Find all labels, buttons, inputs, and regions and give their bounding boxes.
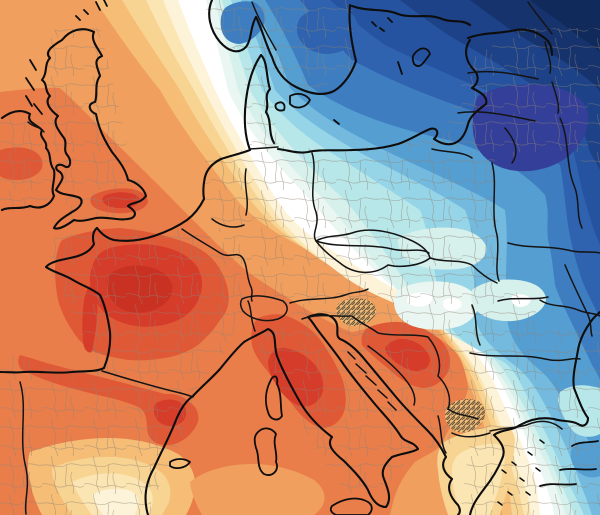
ireland-coast (0, 109, 56, 212)
aegean-islands (497, 439, 545, 506)
finland-coast (350, 4, 472, 27)
country-borders (19, 1, 600, 515)
hebrides-islands (25, 59, 43, 115)
oland-island (397, 61, 403, 75)
south-sea-lighter-w5 (190, 464, 325, 515)
zealand-island (289, 93, 311, 109)
funen-island (274, 101, 286, 112)
norway-sweden-border (251, 1, 277, 51)
gotland-island (411, 47, 431, 67)
poland-borders (311, 152, 500, 282)
mediterranean-coast (144, 313, 461, 515)
finland-russia-border (527, 1, 553, 35)
ukraine-belarus-border (507, 242, 600, 254)
scandinavia-coast (208, 0, 358, 96)
baltic-states-borders (431, 41, 583, 229)
band-c12 (530, 0, 600, 52)
corsica-island (265, 375, 283, 421)
estonia-coast (466, 28, 554, 57)
adriatic-islands (347, 351, 397, 411)
sardinia-island (253, 427, 278, 476)
iberia-borders (19, 370, 194, 515)
baltic-south-coast (276, 38, 488, 154)
balkan-borders (351, 304, 491, 454)
jutland-and-northsea-coast (0, 53, 276, 374)
turkey-coast-fragments (539, 440, 599, 487)
alps-borders (239, 288, 369, 332)
ireland-uk-border (27, 121, 45, 133)
mallorca-island (169, 458, 191, 469)
stockholm-archipelago (371, 17, 393, 32)
great-britain-coast (40, 28, 148, 230)
sicily-island (329, 497, 373, 515)
germany-west-borders (181, 146, 279, 302)
czechia-slovakia-borders (315, 229, 498, 284)
aegean-blacksea-coast (468, 310, 600, 515)
islands (25, 0, 545, 515)
orkney-shetland-islands (75, 0, 108, 21)
bornholm-island (333, 119, 340, 125)
danube-region-borders (469, 264, 600, 432)
